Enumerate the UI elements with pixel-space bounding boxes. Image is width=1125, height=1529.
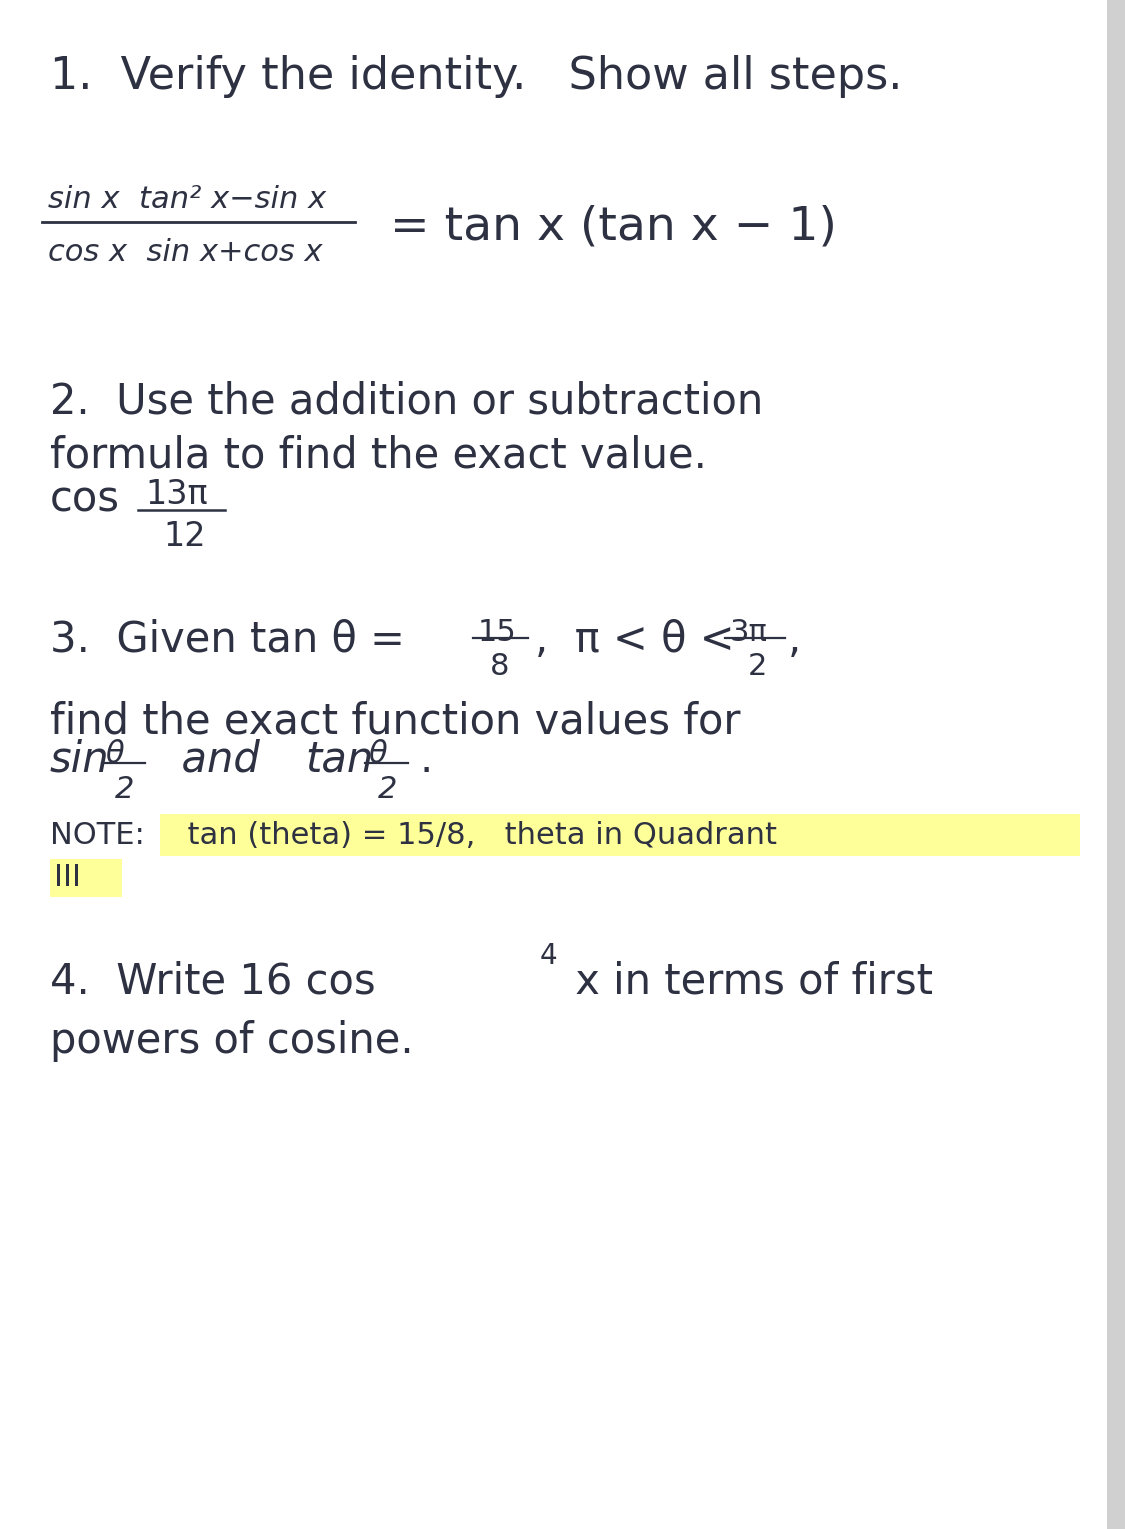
Text: 2: 2 — [115, 775, 134, 804]
Text: cos: cos — [50, 479, 120, 521]
FancyBboxPatch shape — [50, 859, 122, 898]
Text: cos x  sin x+cos x: cos x sin x+cos x — [48, 239, 323, 268]
Text: ,  π < θ <: , π < θ < — [536, 619, 748, 661]
Text: III: III — [54, 864, 81, 893]
Text: sin x  tan² x−sin x: sin x tan² x−sin x — [48, 185, 326, 214]
Text: formula to find the exact value.: formula to find the exact value. — [50, 434, 706, 477]
Text: 3.  Given tan θ =: 3. Given tan θ = — [50, 619, 418, 661]
Text: 3π: 3π — [730, 618, 768, 647]
Text: .: . — [420, 739, 433, 781]
Text: 8: 8 — [490, 651, 510, 680]
Text: 1.  Verify the identity.   Show all steps.: 1. Verify the identity. Show all steps. — [50, 55, 902, 98]
FancyBboxPatch shape — [1107, 0, 1125, 1529]
Text: 13π: 13π — [145, 479, 208, 511]
Text: 2.  Use the addition or subtraction: 2. Use the addition or subtraction — [50, 381, 763, 422]
Text: ,: , — [788, 619, 801, 661]
Text: tan (theta) = 15/8,   theta in Quadrant: tan (theta) = 15/8, theta in Quadrant — [168, 821, 777, 850]
Text: θ: θ — [368, 740, 387, 769]
Text: 12: 12 — [163, 520, 206, 553]
Text: 4.  Write 16 cos: 4. Write 16 cos — [50, 960, 376, 1001]
Text: sin: sin — [50, 739, 109, 781]
Text: 15: 15 — [478, 618, 516, 647]
Text: x in terms of first: x in terms of first — [562, 960, 933, 1001]
Text: powers of cosine.: powers of cosine. — [50, 1020, 414, 1063]
FancyBboxPatch shape — [160, 813, 1080, 856]
Text: θ: θ — [105, 740, 124, 769]
Text: find the exact function values for: find the exact function values for — [50, 700, 740, 742]
Text: NOTE:: NOTE: — [50, 821, 145, 850]
Text: 2: 2 — [378, 775, 397, 804]
Text: = tan x (tan x − 1): = tan x (tan x − 1) — [390, 205, 837, 251]
Text: and: and — [155, 739, 286, 781]
Text: 4: 4 — [540, 942, 558, 969]
Text: 2: 2 — [748, 651, 767, 680]
Text: tan: tan — [305, 739, 374, 781]
